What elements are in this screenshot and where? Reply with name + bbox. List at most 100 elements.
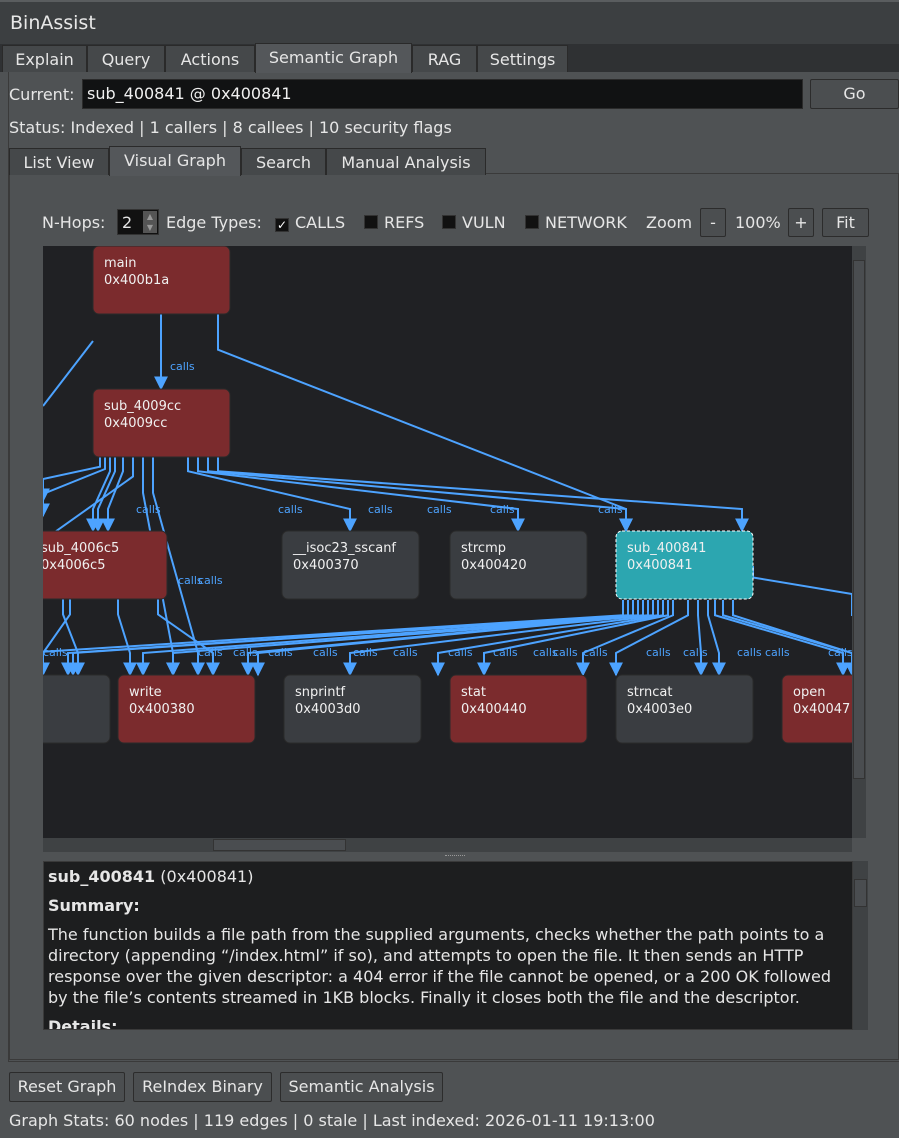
edge-label: calls	[448, 646, 473, 659]
subtab-search[interactable]: Search	[241, 148, 326, 175]
edge-label: calls	[533, 646, 558, 659]
graph-node-strcmp[interactable]: strcmp 0x400420	[449, 530, 588, 600]
semantic-graph-panel	[8, 72, 899, 1062]
graph-edge	[117, 599, 137, 677]
graph-node-open[interactable]: open 0x40047	[781, 674, 852, 744]
graph-node-main[interactable]: main 0x400b1a	[92, 246, 231, 315]
edge-label: calls	[393, 646, 418, 659]
subtab-manual-analysis[interactable]: Manual Analysis	[326, 148, 486, 175]
graph-edge	[609, 600, 689, 677]
nhops-value: 2	[122, 213, 133, 232]
go-button[interactable]: Go	[810, 79, 899, 109]
scroll-thumb[interactable]	[213, 839, 346, 851]
tab-settings[interactable]: Settings	[477, 45, 568, 72]
tab-semantic-graph[interactable]: Semantic Graph	[255, 43, 412, 73]
graph-node-sub_4006c5[interactable]: sub_4006c5 0x4006c5	[43, 530, 168, 600]
current-label: Current:	[9, 85, 75, 104]
node-address: 0x4003d0	[295, 702, 361, 717]
tab-query[interactable]: Query	[87, 45, 165, 72]
edge-label: calls	[765, 646, 790, 659]
scroll-thumb[interactable]	[854, 879, 867, 907]
splitter-handle[interactable]	[445, 855, 465, 858]
node-address: 0x4003e0	[627, 702, 692, 717]
node-box	[283, 674, 422, 744]
node-name: open	[793, 685, 825, 700]
node-name: write	[129, 685, 162, 700]
subtab-visual-graph[interactable]: Visual Graph	[109, 146, 241, 176]
graph-vertical-scrollbar[interactable]	[852, 246, 866, 838]
graph-node-stat[interactable]: stat 0x400440	[449, 674, 588, 744]
checkbox-box	[364, 215, 378, 229]
edge-label: calls	[368, 503, 393, 516]
checkbox-calls[interactable]: ✓ CALLS	[275, 213, 346, 232]
graph-edge	[343, 600, 659, 677]
reindex-binary-button[interactable]: ReIndex Binary	[133, 1072, 272, 1102]
node-name: main	[104, 256, 136, 271]
function-name: sub_400841	[48, 867, 156, 886]
edge-label: calls	[268, 646, 293, 659]
graph-edge	[43, 600, 624, 653]
graph-edge	[707, 600, 726, 677]
checkbox-refs[interactable]: REFS	[364, 213, 424, 232]
graph-edge	[166, 600, 654, 677]
graph-edge	[43, 456, 134, 568]
graph-edge	[207, 456, 633, 533]
checkbox-network[interactable]: NETWORK	[525, 213, 627, 232]
edge-label: calls	[646, 646, 671, 659]
edge-label: calls	[737, 646, 762, 659]
node-name: stat	[461, 685, 486, 700]
graph-node-unnamed[interactable]	[43, 674, 111, 744]
graph-node-__isoc23_sscanf[interactable]: __isoc23_sscanf 0x400370	[281, 530, 420, 600]
node-name: sub_400841	[627, 541, 706, 556]
reset-graph-button[interactable]: Reset Graph	[9, 1072, 125, 1102]
checkmark-icon: ✓	[275, 218, 289, 232]
edge-label: calls	[553, 646, 578, 659]
details-scrollbar[interactable]	[853, 861, 868, 1030]
graph-edge	[732, 600, 852, 677]
node-name: __isoc23_sscanf	[292, 541, 396, 556]
graph-edge	[197, 456, 525, 533]
summary-heading: Summary:	[48, 896, 140, 915]
graph-edge	[152, 456, 205, 677]
fit-button[interactable]: Fit	[822, 208, 869, 237]
node-name: snprintf	[295, 685, 346, 700]
node-address: 0x4006c5	[43, 558, 105, 573]
semantic-analysis-button[interactable]: Semantic Analysis	[280, 1072, 443, 1102]
graph-node-sub_4009cc[interactable]: sub_4009cc 0x4009cc	[92, 388, 231, 458]
current-function-input[interactable]: sub_400841 @ 0x400841	[82, 79, 803, 109]
zoom-out-button[interactable]: -	[700, 208, 726, 237]
node-name: sub_4009cc	[104, 399, 181, 414]
tab-actions[interactable]: Actions	[165, 45, 255, 72]
graph-node-strncat[interactable]: strncat 0x4003e0	[615, 674, 754, 744]
tab-explain[interactable]: Explain	[2, 45, 87, 72]
edge-label: calls	[278, 503, 303, 516]
summary-text: The function builds a file path from the…	[48, 925, 831, 1007]
graph-edge	[43, 599, 71, 677]
graph-canvas[interactable]: calls calls calls calls calls calls calls calls…	[43, 246, 852, 838]
node-box	[92, 246, 231, 315]
edge-label: calls	[313, 646, 338, 659]
graph-horizontal-scrollbar[interactable]	[43, 838, 852, 852]
spin-arrows-icon[interactable]: ▲ ▼	[143, 211, 157, 233]
node-address: 0x400b1a	[104, 273, 169, 288]
graph-edge	[576, 600, 674, 677]
graph-stats: Graph Stats: 60 nodes | 119 edges | 0 st…	[9, 1111, 655, 1130]
scroll-thumb[interactable]	[853, 260, 865, 779]
tab-rag[interactable]: RAG	[412, 45, 477, 72]
edge-label: calls	[583, 646, 608, 659]
checkbox-vuln[interactable]: VULN	[442, 213, 506, 232]
graph-edge	[714, 600, 850, 677]
graph-node-sub_400841[interactable]: sub_400841 0x400841	[615, 530, 754, 600]
nhops-spinbox[interactable]: 2 ▲ ▼	[117, 209, 159, 235]
graph-node-snprintf[interactable]: snprintf 0x4003d0	[283, 674, 422, 744]
zoom-in-button[interactable]: +	[788, 208, 814, 237]
graph-edge	[752, 566, 852, 616]
status-text: Status: Indexed | 1 callers | 8 callees …	[9, 118, 452, 137]
node-box	[92, 388, 231, 458]
graph-edge	[136, 600, 639, 677]
node-address: 0x400440	[461, 702, 527, 717]
function-details-panel: sub_400841 (0x400841) Summary: The funct…	[43, 861, 853, 1030]
subtab-list-view[interactable]: List View	[9, 148, 109, 175]
graph-node-write[interactable]: write 0x400380	[117, 674, 256, 744]
